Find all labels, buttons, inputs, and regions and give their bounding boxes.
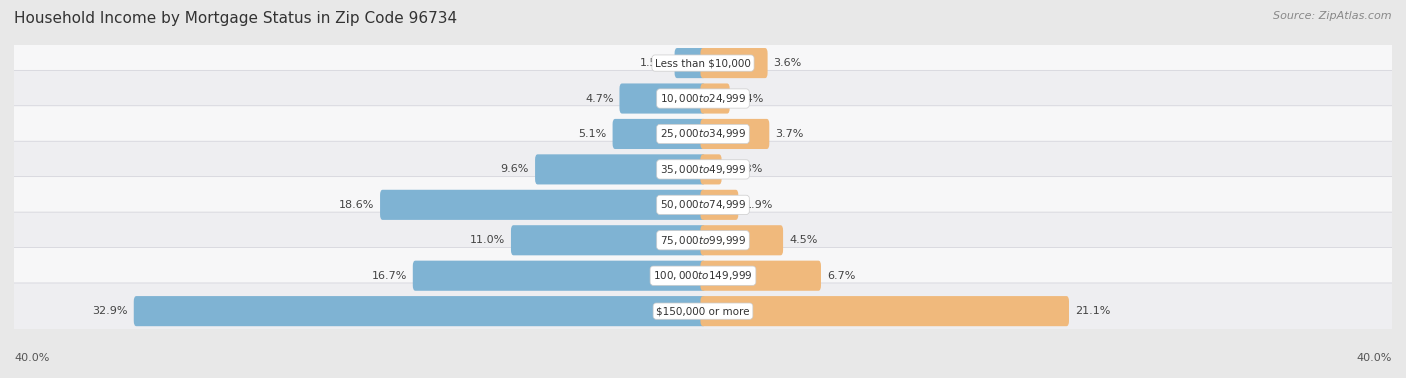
FancyBboxPatch shape [134, 296, 706, 326]
FancyBboxPatch shape [700, 119, 769, 149]
FancyBboxPatch shape [8, 283, 1398, 339]
FancyBboxPatch shape [700, 261, 821, 291]
FancyBboxPatch shape [380, 190, 706, 220]
Text: 40.0%: 40.0% [14, 353, 49, 363]
FancyBboxPatch shape [8, 141, 1398, 198]
FancyBboxPatch shape [613, 119, 706, 149]
FancyBboxPatch shape [700, 296, 1069, 326]
Text: $50,000 to $74,999: $50,000 to $74,999 [659, 198, 747, 211]
FancyBboxPatch shape [8, 106, 1398, 162]
Text: 4.7%: 4.7% [585, 93, 613, 104]
Text: $35,000 to $49,999: $35,000 to $49,999 [659, 163, 747, 176]
Text: 9.6%: 9.6% [501, 164, 529, 174]
FancyBboxPatch shape [413, 261, 706, 291]
Text: 32.9%: 32.9% [93, 306, 128, 316]
FancyBboxPatch shape [8, 212, 1398, 268]
Text: Less than $10,000: Less than $10,000 [655, 58, 751, 68]
Text: 6.7%: 6.7% [827, 271, 855, 281]
FancyBboxPatch shape [8, 35, 1398, 91]
Text: 18.6%: 18.6% [339, 200, 374, 210]
FancyBboxPatch shape [8, 177, 1398, 233]
Text: 1.4%: 1.4% [735, 93, 763, 104]
Text: 3.7%: 3.7% [775, 129, 804, 139]
FancyBboxPatch shape [700, 154, 721, 184]
Text: 0.93%: 0.93% [728, 164, 763, 174]
Text: $100,000 to $149,999: $100,000 to $149,999 [654, 269, 752, 282]
Text: Source: ZipAtlas.com: Source: ZipAtlas.com [1274, 11, 1392, 21]
Text: 1.9%: 1.9% [744, 200, 773, 210]
Text: 5.1%: 5.1% [578, 129, 606, 139]
FancyBboxPatch shape [8, 70, 1398, 127]
Text: 21.1%: 21.1% [1076, 306, 1111, 316]
Text: $75,000 to $99,999: $75,000 to $99,999 [659, 234, 747, 247]
Text: 4.5%: 4.5% [789, 235, 817, 245]
Text: $25,000 to $34,999: $25,000 to $34,999 [659, 127, 747, 141]
Text: 11.0%: 11.0% [470, 235, 505, 245]
FancyBboxPatch shape [620, 84, 706, 113]
FancyBboxPatch shape [536, 154, 706, 184]
FancyBboxPatch shape [675, 48, 706, 78]
FancyBboxPatch shape [700, 48, 768, 78]
FancyBboxPatch shape [700, 225, 783, 255]
Text: $150,000 or more: $150,000 or more [657, 306, 749, 316]
Text: 3.6%: 3.6% [773, 58, 801, 68]
FancyBboxPatch shape [700, 84, 730, 113]
Text: Household Income by Mortgage Status in Zip Code 96734: Household Income by Mortgage Status in Z… [14, 11, 457, 26]
Text: 16.7%: 16.7% [371, 271, 406, 281]
FancyBboxPatch shape [510, 225, 706, 255]
Text: $10,000 to $24,999: $10,000 to $24,999 [659, 92, 747, 105]
FancyBboxPatch shape [700, 190, 738, 220]
Text: 1.5%: 1.5% [640, 58, 669, 68]
FancyBboxPatch shape [8, 248, 1398, 304]
Text: 40.0%: 40.0% [1357, 353, 1392, 363]
